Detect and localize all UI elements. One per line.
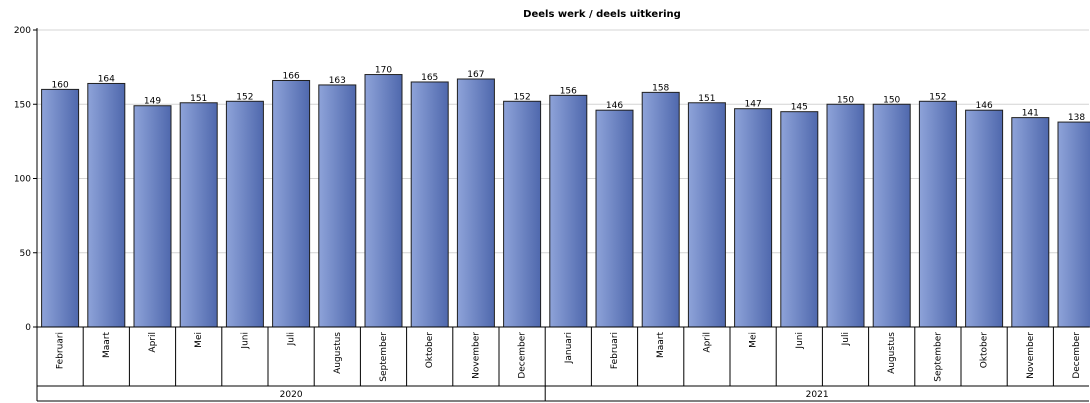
bars: 160 164 149 151 152 166 163 170 165 167 152 156 146 1… (41, 66, 1090, 328)
x-tick-label: Augustus (887, 332, 897, 374)
bar (179, 102, 218, 328)
bar-value-label: 145 (791, 103, 808, 113)
bar (641, 91, 680, 328)
bar-value-label: 160 (52, 80, 69, 90)
bar (318, 84, 357, 328)
bar-value-label: 158 (652, 83, 669, 93)
bar (272, 79, 311, 328)
bar (225, 100, 264, 328)
bar (1011, 117, 1050, 328)
x-tick-label: Juni (795, 332, 805, 350)
y-tick-label: 200 (14, 26, 31, 36)
bar-value-label: 152 (929, 92, 946, 102)
bar (87, 82, 126, 328)
bar (503, 100, 542, 328)
bar-value-label: 141 (1022, 109, 1039, 119)
bar-value-label: 138 (1068, 113, 1085, 123)
bar (549, 94, 588, 328)
bar-value-label: 152 (514, 92, 531, 102)
bar-value-label: 152 (236, 92, 253, 102)
bar (595, 109, 634, 328)
x-tick-label: April (702, 332, 712, 353)
chart-title: Deels werk / deels uitkering (523, 9, 681, 20)
bar-value-label: 170 (375, 66, 392, 76)
x-tick-label: Maart (656, 332, 666, 358)
y-tick-label: 50 (20, 249, 32, 259)
y-tick-label: 100 (14, 175, 31, 185)
bar-value-label: 150 (837, 95, 854, 105)
bar (456, 78, 495, 328)
bar-value-label: 166 (283, 71, 300, 81)
bar (133, 105, 172, 328)
bar-value-label: 163 (329, 76, 346, 86)
y-axis: 0 50 100 150 200 (14, 26, 38, 401)
bar-value-label: 146 (976, 101, 993, 111)
x-tick-label: Februari (56, 332, 66, 369)
bar (364, 74, 403, 328)
bar (41, 88, 80, 328)
x-tick-label: Mei (194, 332, 204, 348)
x-tick-label: Februari (610, 332, 620, 369)
bar-value-label: 167 (467, 70, 484, 80)
x-tick-label: Maart (102, 332, 112, 358)
x-tick-label: Juli (841, 332, 851, 346)
x-tick-label: Juli (287, 332, 297, 346)
bar (687, 102, 726, 328)
y-tick-label: 0 (25, 323, 31, 333)
x-tick-label: Mei (749, 332, 759, 348)
bar-value-label: 165 (421, 73, 438, 83)
x-tick-label: November (471, 332, 481, 379)
bar-value-label: 151 (698, 94, 715, 104)
bar-value-label: 147 (745, 100, 762, 110)
x-tick-label: Januari (564, 332, 574, 364)
x-group-label: 2021 (806, 390, 829, 400)
x-tick-label: Oktober (980, 332, 990, 369)
bar-value-label: 150 (883, 95, 900, 105)
bar-value-label: 146 (606, 101, 623, 111)
bar (826, 103, 865, 328)
bar (734, 108, 773, 328)
bar (1057, 121, 1090, 328)
bar (410, 81, 449, 328)
x-tick-label: April (148, 332, 158, 353)
x-tick-label: September (379, 332, 389, 382)
bar-value-label: 156 (560, 86, 577, 96)
bar-value-label: 149 (144, 97, 161, 107)
bar (965, 109, 1004, 328)
y-tick-label: 150 (14, 100, 31, 110)
x-tick-label: Juni (240, 332, 250, 350)
x-tick-label: December (518, 332, 528, 379)
x-group-label: 2020 (280, 390, 303, 400)
bar (780, 111, 819, 328)
x-tick-label: November (1026, 332, 1036, 379)
bar (872, 103, 911, 328)
bar (918, 100, 957, 328)
x-tick-label: December (1072, 332, 1082, 379)
bar-value-label: 164 (98, 74, 115, 84)
bar-value-label: 151 (190, 94, 207, 104)
x-tick-label: Oktober (425, 332, 435, 369)
x-tick-label: Augustus (333, 332, 343, 374)
x-tick-label: September (933, 332, 943, 382)
x-axis: Februari Maart April Mei Juni Juli Augustus Sep… (37, 326, 1089, 402)
